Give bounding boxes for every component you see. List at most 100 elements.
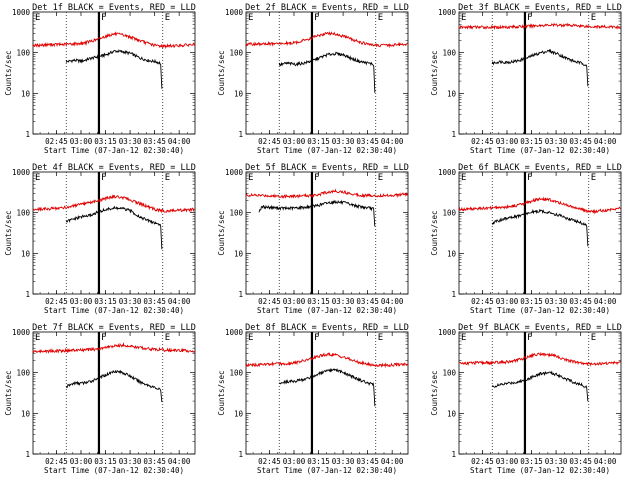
- x-tick-label: 03:30: [119, 297, 142, 306]
- x-tick-label: 03:15: [307, 457, 330, 466]
- x-tick-label: 03:15: [520, 457, 543, 466]
- x-tick-label: 04:00: [168, 457, 191, 466]
- x-tick-label: 02:45: [258, 297, 281, 306]
- events-series-line: [258, 199, 376, 227]
- x-tick-label: 02:45: [45, 457, 68, 466]
- marker-label-e: E: [591, 173, 596, 183]
- y-tick-label: 1: [25, 290, 30, 299]
- x-tick-label: 03:45: [569, 297, 592, 306]
- y-axis-label: Counts/sec: [4, 50, 13, 95]
- marker-label-f: F: [527, 333, 532, 343]
- plot-frame: [245, 11, 409, 135]
- x-tick-label: 03:30: [545, 297, 568, 306]
- plot-frame: [32, 171, 196, 295]
- x-tick-label: 04:00: [594, 297, 617, 306]
- y-tick-label: 1: [451, 130, 456, 139]
- lld-series-line: [245, 352, 408, 369]
- lld-series-line: [32, 194, 195, 214]
- x-tick-label: 03:30: [545, 137, 568, 146]
- y-tick-label: 10: [234, 249, 244, 258]
- y-tick-label: 1000: [438, 168, 457, 177]
- marker-label-e: E: [461, 13, 466, 23]
- x-tick-label: 03:45: [356, 457, 379, 466]
- panel-9: Det 9f BLACK = Events, RED = LLD 1 10 100 10…: [430, 323, 622, 475]
- x-tick-label: 03:45: [356, 297, 379, 306]
- y-tick-label: 1000: [12, 8, 31, 17]
- events-series-line: [491, 208, 589, 247]
- x-tick-label: 03:45: [569, 457, 592, 466]
- x-axis-label: Start Time (07-Jan-12 02:30:40): [470, 466, 610, 475]
- y-tick-label: 100: [229, 369, 243, 378]
- y-axis-label: Counts/sec: [217, 370, 226, 415]
- x-tick-label: 03:45: [143, 457, 166, 466]
- x-tick-label: 02:45: [258, 457, 281, 466]
- marker-label-f: F: [314, 333, 319, 343]
- marker-label-e: E: [165, 13, 170, 23]
- y-axis-label: Counts/sec: [217, 50, 226, 95]
- y-tick-label: 100: [442, 369, 456, 378]
- lld-series-line: [458, 196, 621, 215]
- y-tick-label: 1: [238, 450, 243, 459]
- x-tick-label: 03:45: [143, 137, 166, 146]
- x-tick-label: 03:30: [332, 297, 355, 306]
- events-series-line: [278, 51, 376, 93]
- y-tick-label: 1000: [438, 328, 457, 337]
- plot-frame: [458, 11, 622, 135]
- x-tick-label: 03:30: [332, 137, 355, 146]
- x-tick-label: 03:00: [70, 137, 93, 146]
- events-series-line: [279, 367, 376, 407]
- x-axis-label: Start Time (07-Jan-12 02:30:40): [44, 466, 184, 475]
- panel-title: Det 4f BLACK = Events, RED = LLD: [32, 163, 196, 173]
- panel-4: Det 4f BLACK = Events, RED = LLD 1 10 100 10…: [4, 163, 196, 315]
- x-tick-label: 03:00: [70, 457, 93, 466]
- y-tick-label: 1000: [12, 328, 31, 337]
- panel-title: Det 3f BLACK = Events, RED = LLD: [458, 3, 622, 13]
- x-tick-label: 04:00: [381, 137, 404, 146]
- y-tick-label: 1: [451, 290, 456, 299]
- y-tick-label: 1000: [225, 328, 244, 337]
- panel-7: Det 7f BLACK = Events, RED = LLD 1 10 100 10…: [4, 323, 196, 475]
- y-tick-label: 1000: [225, 168, 244, 177]
- y-tick-label: 10: [21, 89, 31, 98]
- events-series-line: [491, 370, 589, 402]
- x-tick-label: 03:00: [496, 457, 519, 466]
- marker-label-e: E: [378, 333, 383, 343]
- marker-label-e: E: [165, 173, 170, 183]
- marker-label-f: F: [527, 173, 532, 183]
- x-tick-label: 03:15: [94, 457, 117, 466]
- lld-series-line: [458, 351, 621, 367]
- marker-label-e: E: [248, 13, 253, 23]
- y-tick-label: 1: [451, 450, 456, 459]
- marker-label-e: E: [378, 173, 383, 183]
- plot-frame: [458, 171, 622, 295]
- x-tick-label: 03:15: [520, 137, 543, 146]
- panel-title: Det 9f BLACK = Events, RED = LLD: [458, 323, 622, 333]
- marker-label-e: E: [378, 13, 383, 23]
- x-axis-label: Start Time (07-Jan-12 02:30:40): [257, 146, 397, 155]
- x-tick-label: 03:15: [307, 297, 330, 306]
- x-axis-label: Start Time (07-Jan-12 02:30:40): [470, 146, 610, 155]
- lld-series-line: [32, 31, 195, 50]
- y-tick-label: 100: [16, 369, 30, 378]
- y-tick-label: 10: [234, 89, 244, 98]
- y-tick-label: 10: [21, 249, 31, 258]
- y-tick-label: 10: [447, 409, 457, 418]
- marker-label-e: E: [165, 333, 170, 343]
- y-axis-label: Counts/sec: [430, 370, 439, 415]
- x-tick-label: 03:45: [143, 297, 166, 306]
- x-tick-label: 02:45: [471, 457, 494, 466]
- x-tick-label: 02:45: [258, 137, 281, 146]
- x-tick-label: 04:00: [594, 457, 617, 466]
- y-tick-label: 100: [229, 49, 243, 58]
- y-tick-label: 100: [16, 209, 30, 218]
- x-tick-label: 03:15: [94, 137, 117, 146]
- y-tick-label: 1: [238, 130, 243, 139]
- y-tick-label: 1000: [225, 8, 244, 17]
- panel-8: Det 8f BLACK = Events, RED = LLD 1 10 100 10…: [217, 323, 409, 475]
- y-tick-label: 100: [442, 209, 456, 218]
- marker-label-e: E: [35, 333, 40, 343]
- panel-2: Det 2f BLACK = Events, RED = LLD 1 10 100 10…: [217, 3, 409, 155]
- marker-label-e: E: [461, 173, 466, 183]
- x-tick-label: 03:45: [356, 137, 379, 146]
- y-tick-label: 10: [447, 249, 457, 258]
